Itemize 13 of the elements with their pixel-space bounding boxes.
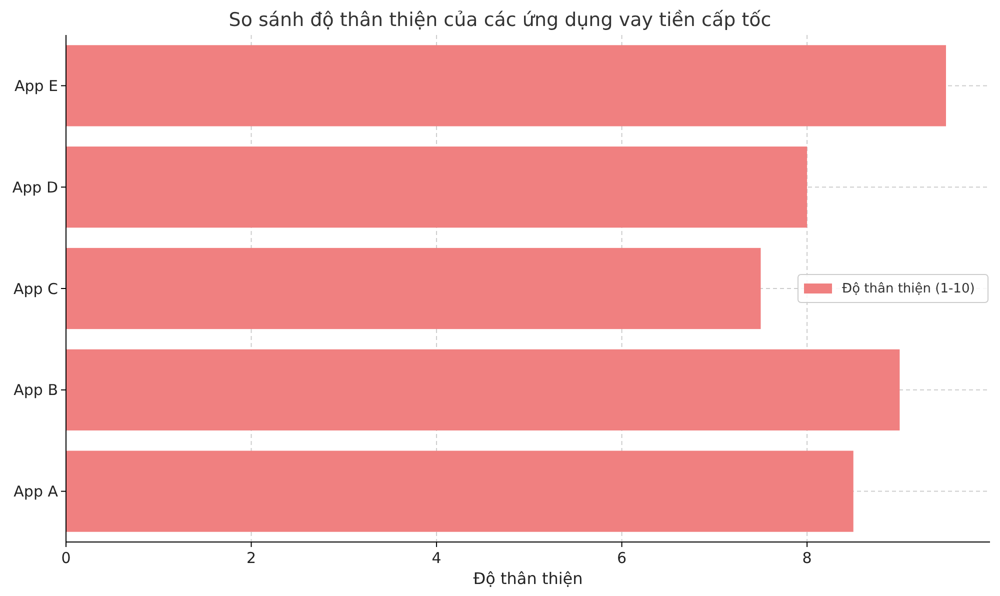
y-tick-label: App A [14,482,59,501]
x-tick-label: 2 [246,549,256,567]
x-tick-label: 6 [617,549,627,567]
y-tick-label: App C [13,280,58,298]
x-tick-label: 0 [61,549,71,567]
y-tick-label: App E [14,76,58,95]
legend-label: Độ thân thiện (1-10) [842,282,975,296]
x-axis-title: Độ thân thiện [473,569,583,588]
y-tick-label: App B [14,381,58,400]
chart-title: So sánh độ thân thiện của các ứng dụng vay tiền cấp tốc [228,9,772,31]
x-tick-label: 4 [432,549,442,567]
y-tick-label: App D [12,178,58,196]
x-tick-label: 8 [802,549,812,567]
